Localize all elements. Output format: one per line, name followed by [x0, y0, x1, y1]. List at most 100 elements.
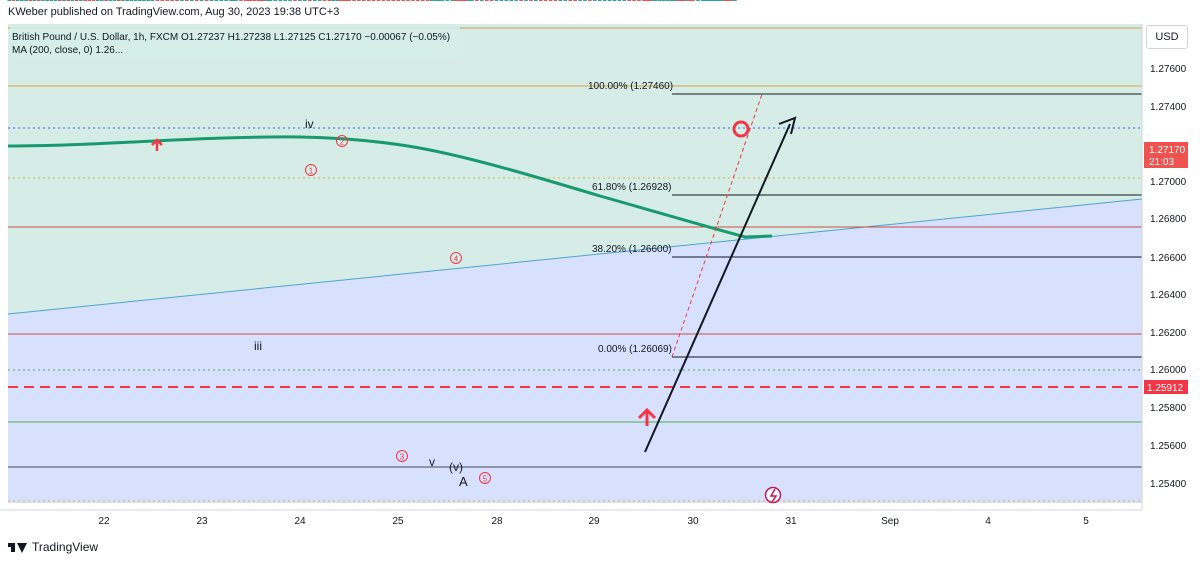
candle-body: [420, 0, 425, 1]
candle-body: [288, 0, 292, 1]
svg-text:2: 2: [340, 138, 345, 147]
candle-body: [36, 0, 41, 1]
candle-body: [583, 0, 587, 1]
candle-body: [342, 0, 346, 1]
fib-label-0: 0.00% (1.26069): [598, 344, 672, 355]
candle-body: [720, 0, 725, 1]
candle-body: [138, 0, 142, 1]
candle-body: [32, 0, 37, 1]
candle-body: [53, 0, 58, 1]
candle-body: [665, 0, 670, 1]
candle-body: [66, 0, 70, 1]
candle-body: [391, 0, 396, 1]
candle-body: [538, 0, 543, 1]
candle-body: [283, 0, 287, 1]
candle-body: [573, 0, 577, 1]
candle-body: [470, 0, 474, 1]
price-tick: 1.26600: [1150, 253, 1187, 264]
candle-body: [45, 0, 49, 1]
candle-body: [312, 0, 317, 1]
candle-body: [265, 0, 269, 1]
candle-body: [317, 0, 322, 1]
time-tick: 5: [1083, 516, 1089, 527]
time-tick: 23: [196, 516, 208, 527]
wave-label-A: A: [459, 474, 468, 489]
fib-label-382: 38.20% (1.26600): [592, 244, 672, 255]
candle-body: [650, 0, 654, 1]
candle-body: [28, 0, 33, 1]
candle-body: [479, 0, 484, 1]
candle-body: [653, 0, 658, 1]
candle-body: [657, 0, 662, 1]
candle-body: [440, 0, 445, 1]
price-tick: 1.26000: [1150, 365, 1187, 376]
candle-body: [24, 0, 28, 1]
up-arrow-1: [151, 138, 163, 151]
candle-body: [607, 0, 612, 1]
candle-body: [509, 0, 514, 1]
legend-symbol-line[interactable]: British Pound / U.S. Dollar, 1h, FXCM O1…: [12, 32, 450, 43]
candle-body: [568, 0, 573, 1]
price-tick: 1.27600: [1150, 64, 1187, 75]
candle-body: [376, 0, 381, 1]
candle-body: [180, 0, 184, 1]
svg-text:3: 3: [400, 453, 405, 462]
price-tick: 1.27000: [1150, 177, 1187, 188]
candle-body: [199, 0, 204, 1]
candle-body: [204, 0, 209, 1]
candle-body: [703, 0, 708, 1]
candle-body: [708, 0, 713, 1]
candle-body: [125, 0, 129, 1]
candle-body: [416, 0, 420, 1]
candle-body: [91, 0, 96, 1]
candle-body: [553, 0, 558, 1]
candle-body: [529, 0, 533, 1]
lightning-event-icon[interactable]: [764, 486, 782, 504]
candle-body: [112, 0, 117, 1]
candle-body: [185, 0, 189, 1]
circle-marker: [732, 120, 750, 138]
candle-body: [651, 0, 656, 1]
candle-body: [519, 0, 523, 1]
wave-label-v-paren: (v): [449, 460, 463, 474]
circled-3: 3: [396, 450, 408, 462]
candle-body: [170, 0, 174, 1]
candle-body: [371, 0, 376, 1]
circled-2: 2: [336, 135, 348, 147]
candles-layer: [7, 0, 737, 1]
candle-body: [627, 0, 632, 1]
candle-body: [637, 0, 641, 1]
candle-body: [303, 0, 307, 1]
candle-body: [11, 0, 16, 1]
candle-body: [231, 0, 236, 1]
candle-body: [396, 0, 400, 1]
svg-text:1.25912: 1.25912: [1147, 383, 1184, 394]
svg-text:4: 4: [454, 255, 459, 264]
candle-body: [558, 0, 563, 1]
candle-body: [543, 0, 548, 1]
last-price-badge: 1.27170 21:03: [1144, 142, 1188, 168]
candle-body: [494, 0, 499, 1]
legend-ma-line[interactable]: MA (200, close, 0) 1.26...: [12, 45, 123, 56]
footer-brand[interactable]: TradingView: [8, 540, 98, 554]
candle-body: [62, 0, 66, 1]
candle-body: [466, 0, 471, 1]
candle-body: [244, 0, 248, 1]
svg-text:1.27170: 1.27170: [1149, 145, 1186, 156]
candle-body: [688, 0, 693, 1]
price-tick: 1.26800: [1150, 214, 1187, 225]
candle-body: [194, 0, 199, 1]
candle-body: [278, 0, 283, 1]
time-tick: 25: [392, 516, 404, 527]
candle-body: [322, 0, 327, 1]
currency-button[interactable]: USD: [1146, 25, 1188, 49]
candle-body: [437, 0, 441, 1]
svg-text:1: 1: [309, 167, 314, 176]
wave-label-iii: iii: [254, 339, 262, 353]
candle-body: [715, 0, 720, 1]
candle-body: [248, 0, 253, 1]
candle-body: [129, 0, 134, 1]
candle-body: [20, 0, 24, 1]
